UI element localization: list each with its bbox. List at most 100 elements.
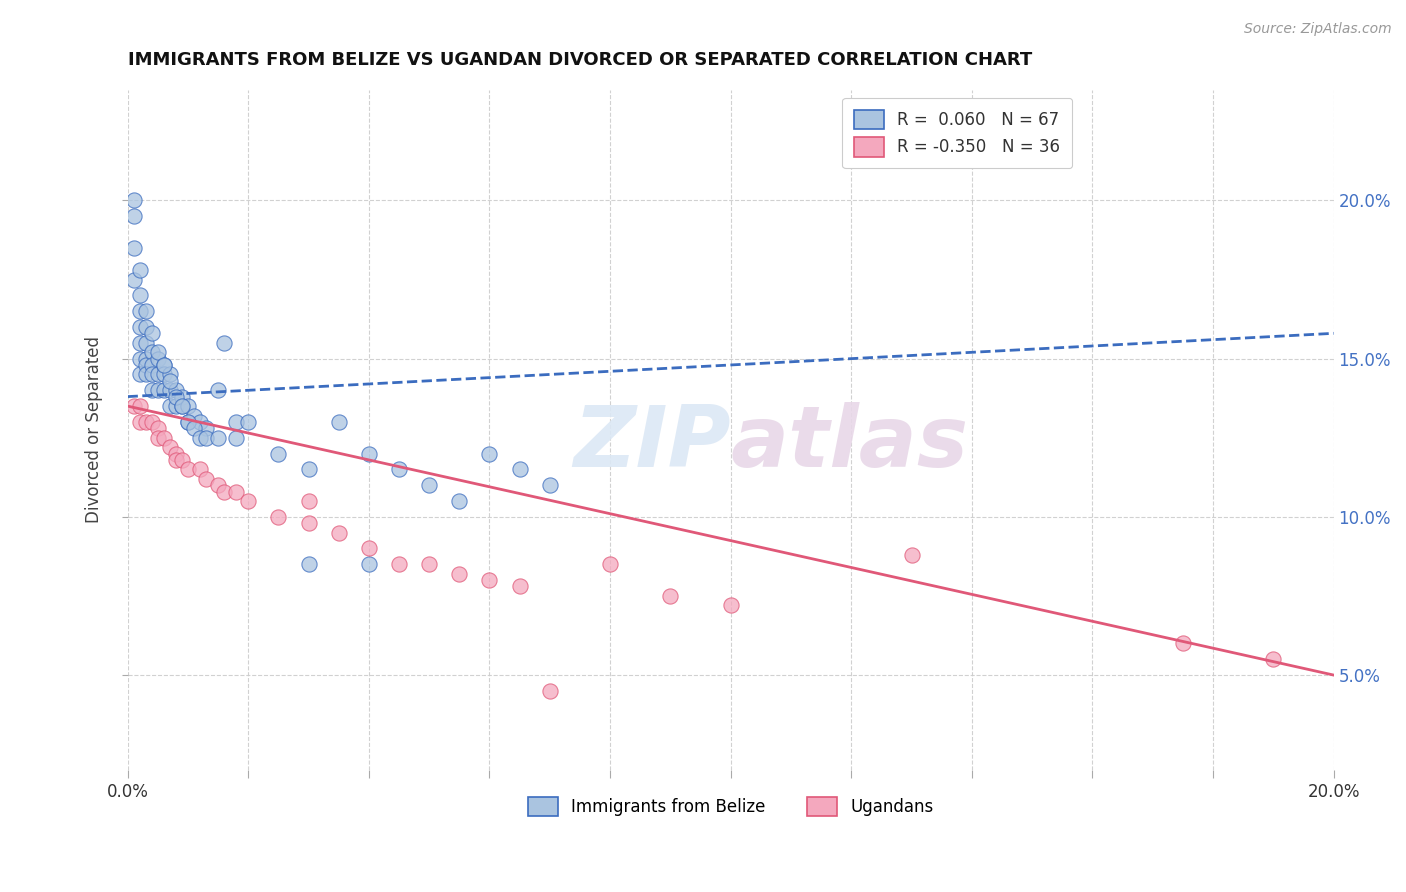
Point — [328, 525, 350, 540]
Point — [152, 431, 174, 445]
Point — [195, 472, 218, 486]
Point — [135, 358, 157, 372]
Point — [297, 494, 319, 508]
Point — [141, 415, 163, 429]
Point — [188, 415, 211, 429]
Point — [128, 304, 150, 318]
Text: ZIP: ZIP — [574, 402, 731, 485]
Legend: Immigrants from Belize, Ugandans: Immigrants from Belize, Ugandans — [522, 790, 941, 823]
Point — [135, 368, 157, 382]
Point — [152, 368, 174, 382]
Point — [328, 415, 350, 429]
Y-axis label: Divorced or Separated: Divorced or Separated — [86, 336, 103, 524]
Point — [141, 345, 163, 359]
Point — [141, 326, 163, 341]
Point — [449, 494, 471, 508]
Point — [152, 358, 174, 372]
Point — [207, 431, 229, 445]
Point — [165, 384, 187, 398]
Point — [538, 478, 561, 492]
Point — [418, 478, 440, 492]
Point — [170, 399, 193, 413]
Point — [122, 399, 145, 413]
Point — [146, 368, 169, 382]
Point — [195, 431, 218, 445]
Point — [122, 194, 145, 208]
Point — [128, 335, 150, 350]
Point — [135, 415, 157, 429]
Point — [135, 351, 157, 366]
Point — [177, 399, 200, 413]
Point — [135, 335, 157, 350]
Point — [267, 509, 290, 524]
Point — [128, 320, 150, 334]
Point — [146, 345, 169, 359]
Point — [478, 573, 501, 587]
Point — [159, 399, 181, 413]
Point — [538, 684, 561, 698]
Point — [207, 384, 229, 398]
Point — [212, 484, 235, 499]
Point — [177, 415, 200, 429]
Point — [225, 484, 247, 499]
Point — [170, 453, 193, 467]
Point — [297, 462, 319, 476]
Point — [128, 368, 150, 382]
Point — [128, 263, 150, 277]
Point — [152, 358, 174, 372]
Point — [388, 462, 411, 476]
Text: atlas: atlas — [731, 402, 969, 485]
Point — [1171, 636, 1194, 650]
Point — [146, 351, 169, 366]
Point — [159, 384, 181, 398]
Point — [128, 399, 150, 413]
Point — [122, 209, 145, 223]
Point — [146, 384, 169, 398]
Point — [238, 494, 260, 508]
Point — [128, 351, 150, 366]
Point — [478, 446, 501, 460]
Point — [165, 390, 187, 404]
Point — [159, 374, 181, 388]
Point — [128, 415, 150, 429]
Point — [238, 415, 260, 429]
Point — [122, 272, 145, 286]
Point — [177, 462, 200, 476]
Point — [188, 462, 211, 476]
Point — [357, 446, 380, 460]
Point — [141, 368, 163, 382]
Point — [207, 478, 229, 492]
Point — [659, 589, 682, 603]
Text: IMMIGRANTS FROM BELIZE VS UGANDAN DIVORCED OR SEPARATED CORRELATION CHART: IMMIGRANTS FROM BELIZE VS UGANDAN DIVORC… — [128, 51, 1032, 69]
Point — [165, 446, 187, 460]
Point — [388, 558, 411, 572]
Point — [297, 516, 319, 531]
Point — [509, 579, 531, 593]
Point — [183, 421, 205, 435]
Point — [720, 599, 742, 613]
Point — [141, 358, 163, 372]
Point — [188, 431, 211, 445]
Point — [159, 368, 181, 382]
Point — [183, 409, 205, 423]
Point — [449, 566, 471, 581]
Point — [357, 541, 380, 556]
Point — [135, 304, 157, 318]
Point — [297, 558, 319, 572]
Text: Source: ZipAtlas.com: Source: ZipAtlas.com — [1244, 22, 1392, 37]
Point — [357, 558, 380, 572]
Point — [267, 446, 290, 460]
Point — [141, 384, 163, 398]
Point — [212, 335, 235, 350]
Point — [128, 288, 150, 302]
Point — [225, 415, 247, 429]
Point — [135, 320, 157, 334]
Point — [146, 431, 169, 445]
Point — [177, 415, 200, 429]
Point — [225, 431, 247, 445]
Point — [159, 440, 181, 454]
Point — [165, 453, 187, 467]
Point — [418, 558, 440, 572]
Point — [170, 399, 193, 413]
Point — [195, 421, 218, 435]
